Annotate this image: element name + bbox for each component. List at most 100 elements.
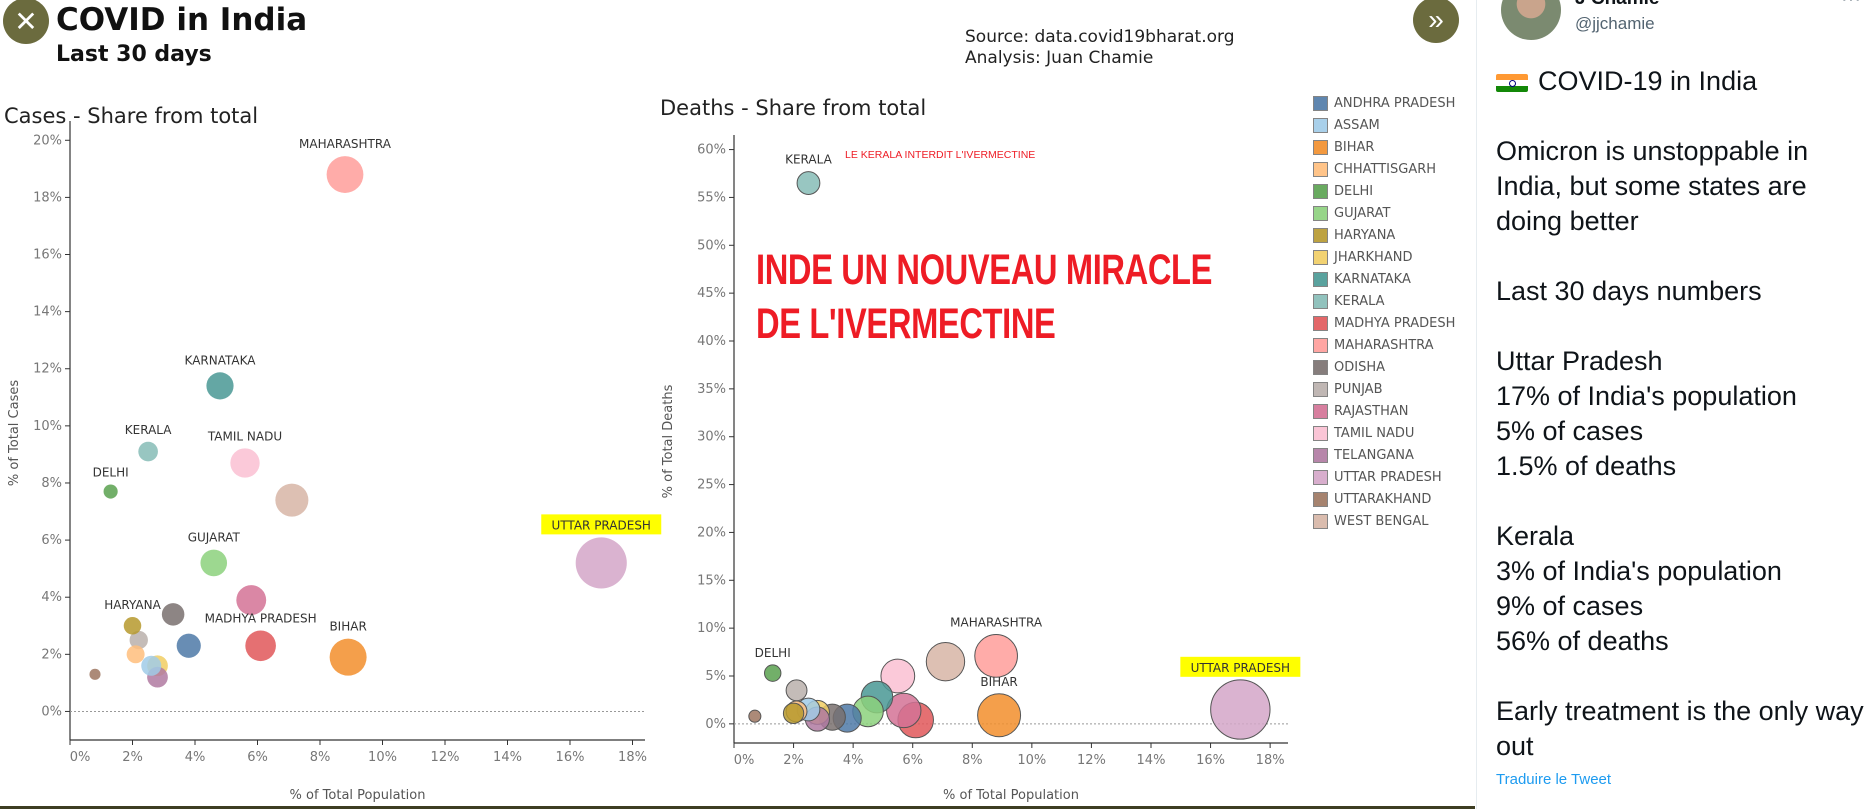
legend-label: WEST BENGAL	[1334, 513, 1429, 529]
author-handle[interactable]: @jjchamie	[1575, 14, 1655, 33]
deaths-y-tick-label: 20%	[697, 525, 726, 540]
cases-bubble-odisha[interactable]	[161, 603, 185, 626]
deaths-bubble-punjab[interactable]	[785, 679, 808, 702]
legend-item[interactable]: ODISHA	[1313, 356, 1455, 378]
cases-bubble-maharashtra[interactable]	[326, 156, 364, 193]
avatar[interactable]	[1501, 0, 1561, 40]
cases-chart-title: Cases - Share from total	[4, 104, 259, 128]
legend-item[interactable]: ANDHRA PRADESH	[1313, 92, 1455, 114]
deaths-x-tick-label: 4%	[843, 753, 864, 768]
cases-point-label: TAMIL NADU	[207, 429, 282, 443]
cases-bubble-gujarat[interactable]	[200, 549, 228, 577]
cases-bubble-chhattisgarh[interactable]	[126, 645, 145, 664]
cases-point-label: MAHARASHTRA	[299, 137, 392, 151]
legend-swatch	[1313, 161, 1328, 177]
deaths-x-tick-label: 16%	[1196, 753, 1225, 768]
cases-bubble-delhi[interactable]	[103, 484, 118, 499]
cases-x-tick-label: 4%	[185, 750, 206, 765]
deaths-bubble-uttarakhand[interactable]	[748, 709, 762, 723]
deaths-bubble-kerala[interactable]	[796, 171, 821, 195]
deaths-bubble-delhi[interactable]	[764, 664, 782, 682]
legend-label: RAJASTHAN	[1334, 403, 1409, 419]
deaths-bubble-maharashtra[interactable]	[974, 634, 1018, 678]
legend-label: MAHARASHTRA	[1334, 337, 1434, 353]
cases-bubble-andhra-pradesh[interactable]	[176, 633, 201, 658]
legend-item[interactable]: HARYANA	[1313, 224, 1455, 246]
deaths-x-tick-label: 10%	[1017, 753, 1046, 768]
deaths-bubble-uttar-pradesh[interactable]	[1210, 679, 1271, 740]
cases-bubble-uttarakhand[interactable]	[89, 668, 101, 680]
legend-swatch	[1313, 249, 1328, 265]
cases-bubble-west-bengal[interactable]	[275, 483, 309, 517]
legend-item[interactable]: TAMIL NADU	[1313, 422, 1455, 444]
deaths-bubble-bihar[interactable]	[977, 693, 1022, 738]
deaths-y-tick-label: 60%	[697, 143, 726, 158]
cases-bubble-haryana[interactable]	[123, 616, 142, 635]
cases-bubble-kerala[interactable]	[138, 441, 158, 462]
cases-bubble-assam[interactable]	[141, 655, 162, 676]
cases-x-tick-label: 10%	[368, 750, 397, 765]
cases-x-tick-label: 18%	[618, 750, 647, 765]
next-image-button[interactable]: »	[1413, 0, 1459, 43]
legend-item[interactable]: GUJARAT	[1313, 202, 1455, 224]
cases-x-tick-label: 12%	[431, 750, 460, 765]
legend-item[interactable]: MAHARASHTRA	[1313, 334, 1455, 356]
cases-bubble-bihar[interactable]	[329, 638, 367, 676]
cases-bubble-rajasthan[interactable]	[236, 585, 267, 615]
cases-x-tick-label: 16%	[556, 750, 585, 765]
cases-x-tick-label: 2%	[122, 750, 143, 765]
cases-bubble-uttar-pradesh[interactable]	[575, 537, 627, 589]
legend-label: HARYANA	[1334, 227, 1396, 243]
deaths-highlight-marker	[1180, 656, 1301, 677]
more-icon[interactable]: ···	[1841, 0, 1861, 11]
deaths-y-tick-label: 5%	[705, 669, 726, 684]
cases-bubble-madhya-pradesh[interactable]	[245, 630, 276, 662]
cases-point-label: DELHI	[93, 465, 129, 479]
deaths-bubble-haryana[interactable]	[782, 702, 805, 725]
cases-y-tick-label: 0%	[41, 704, 62, 719]
deaths-x-tick-label: 18%	[1256, 753, 1285, 768]
cases-bubble-karnataka[interactable]	[206, 372, 234, 400]
translate-tweet-link[interactable]: Traduire le Tweet	[1496, 771, 1612, 788]
legend-item[interactable]: KERALA	[1313, 290, 1455, 312]
cases-point-label: UTTAR PRADESH	[552, 518, 651, 532]
author-name[interactable]: J Chamie	[1575, 0, 1659, 10]
legend-item[interactable]: DELHI	[1313, 180, 1455, 202]
overlay-headline-line2: DE L'IVERMECTINE	[756, 300, 1056, 348]
deaths-bubble-tamil-nadu[interactable]	[880, 658, 916, 694]
legend-item[interactable]: ASSAM	[1313, 114, 1455, 136]
legend-item[interactable]: WEST BENGAL	[1313, 510, 1455, 532]
deaths-bubble-rajasthan[interactable]	[886, 692, 922, 729]
cases-y-tick-label: 4%	[41, 590, 62, 605]
legend-item[interactable]: UTTARAKHAND	[1313, 488, 1455, 510]
deaths-chart-title: Deaths - Share from total	[660, 96, 927, 120]
legend-item[interactable]: CHHATTISGARH	[1313, 158, 1455, 180]
cases-point-label: KARNATAKA	[185, 353, 257, 367]
deaths-bubble-west-bengal[interactable]	[925, 641, 966, 682]
deaths-y-tick-label: 40%	[697, 334, 726, 349]
legend-item[interactable]: PUNJAB	[1313, 378, 1455, 400]
legend-item[interactable]: JHARKHAND	[1313, 246, 1455, 268]
cases-x-axis-label: % of Total Population	[290, 788, 426, 803]
tweet-para: Early treatment is the only way out	[1496, 696, 1864, 761]
legend-label: ANDHRA PRADESH	[1334, 95, 1456, 111]
deaths-x-tick-label: 6%	[902, 753, 923, 768]
legend-item[interactable]: KARNATAKA	[1313, 268, 1455, 290]
legend-item[interactable]: UTTAR PRADESH	[1313, 466, 1455, 488]
legend-item[interactable]: TELANGANA	[1313, 444, 1455, 466]
tweet-heading: COVID-19 in India	[1538, 66, 1758, 96]
cases-bubble-punjab[interactable]	[129, 630, 148, 650]
legend-item[interactable]: RAJASTHAN	[1313, 400, 1455, 422]
cases-x-tick-label: 8%	[310, 750, 331, 765]
legend-swatch	[1313, 359, 1328, 375]
close-button[interactable]: ✕	[3, 0, 49, 44]
legend-item[interactable]: BIHAR	[1313, 136, 1455, 158]
cases-bubble-tamil-nadu[interactable]	[230, 448, 260, 478]
legend-item[interactable]: MADHYA PRADESH	[1313, 312, 1455, 334]
legend-swatch	[1313, 95, 1328, 111]
scatter-plots: 0% 2% 4% 6% 8% 10% 12% 14% 16% 18% 20% 0% 2% 4% 6% 8% 10…	[7, 121, 1301, 803]
kerala-cases: 9% of cases	[1496, 591, 1644, 621]
legend-swatch	[1313, 205, 1328, 221]
deaths-point-label: UTTAR PRADESH	[1191, 661, 1290, 675]
deaths-point-label: DELHI	[755, 646, 791, 660]
